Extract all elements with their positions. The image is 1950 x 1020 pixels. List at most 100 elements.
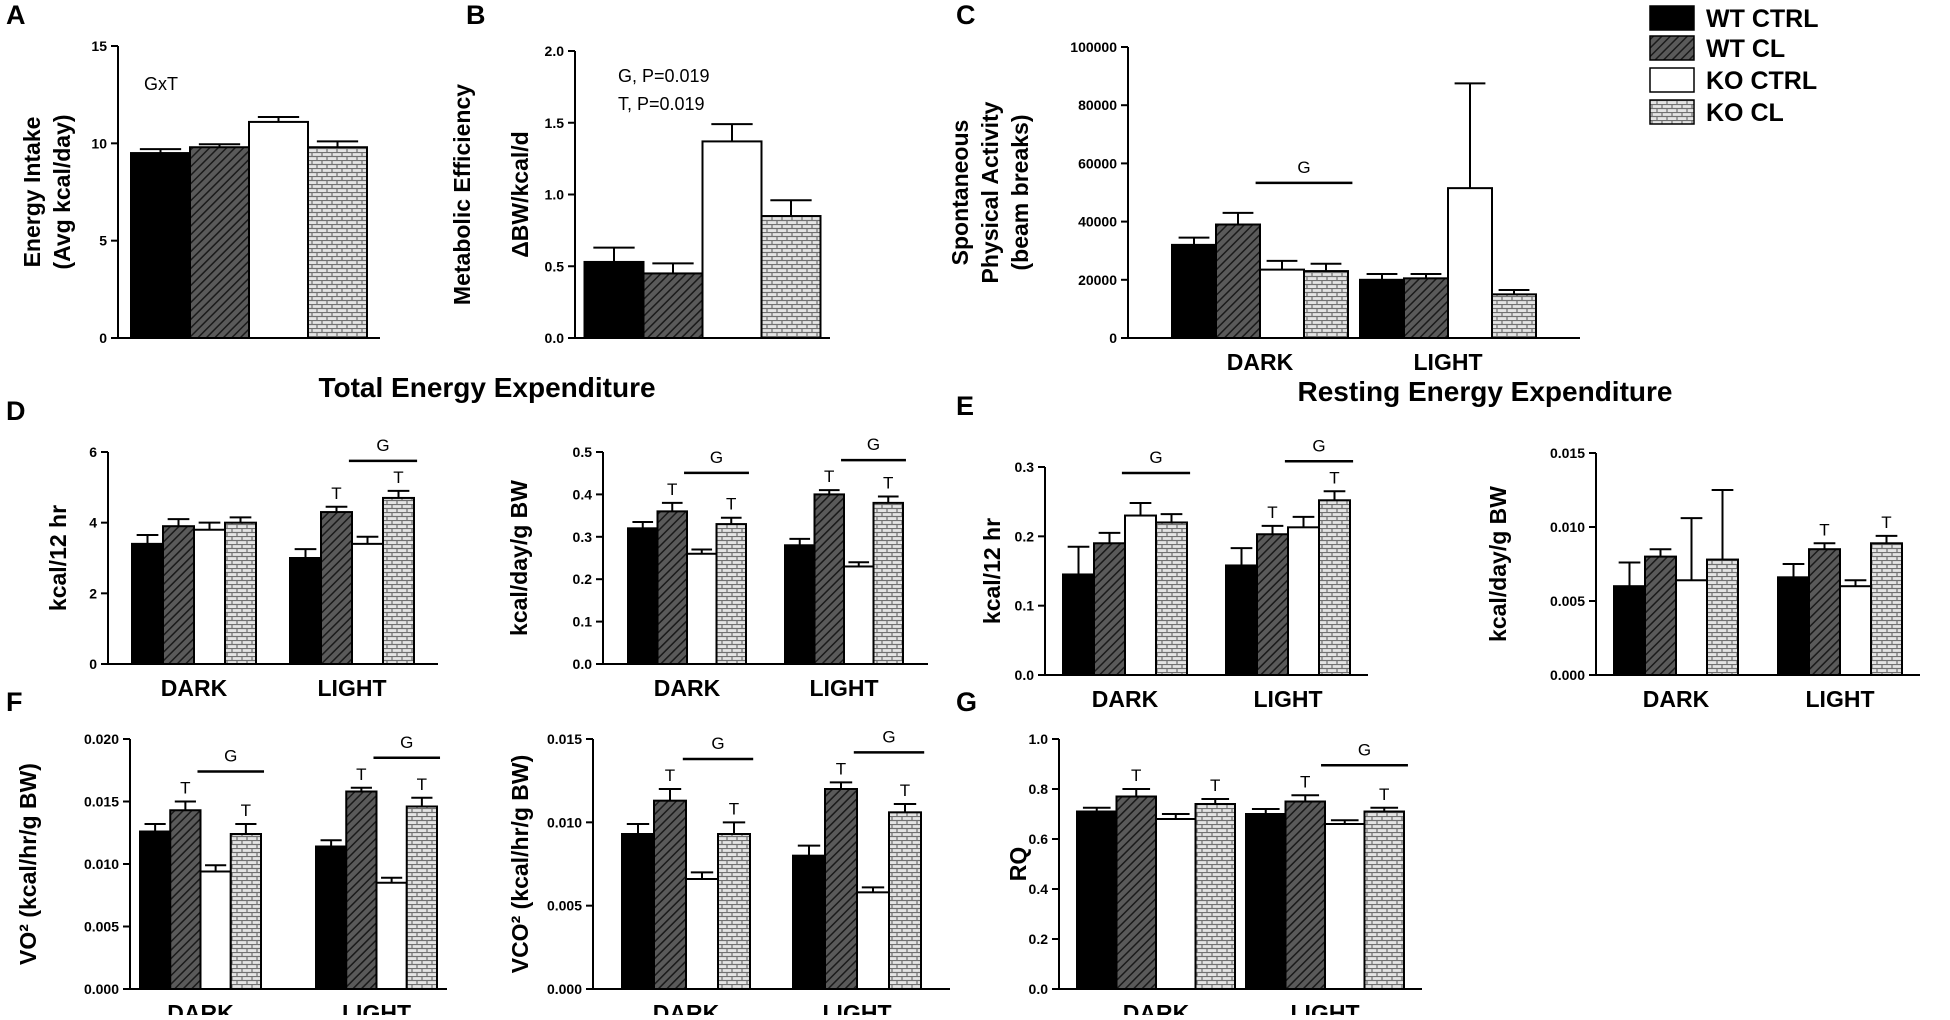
bar-d2-ko-ctrl bbox=[686, 552, 718, 666]
x-category-label-f2: DARK bbox=[653, 1000, 720, 1015]
panel-letter-a: A bbox=[6, 0, 26, 30]
y-tick-label-b: 2.0 bbox=[545, 43, 565, 59]
panel-letter-g: G bbox=[956, 687, 977, 717]
x-category-label-d1: LIGHT bbox=[318, 675, 387, 701]
sig-t-f1: T bbox=[417, 775, 427, 794]
x-category-label-g: LIGHT bbox=[1291, 1000, 1360, 1015]
y-tick-label-d2: 0.3 bbox=[573, 529, 593, 545]
bar-a-wt-cl bbox=[189, 146, 250, 339]
legend: WT CTRL WT CL KO CTRL KO CL bbox=[1649, 5, 1818, 127]
sig-t-g: T bbox=[1300, 772, 1310, 791]
bar-d2-ko-cl bbox=[715, 523, 747, 666]
y-tick-label-e1: 0.1 bbox=[1015, 598, 1035, 614]
y-tick-label-b: 0.0 bbox=[545, 330, 565, 346]
bar-d1-wt-cl bbox=[162, 525, 195, 666]
legend-label-wt-ctrl: WT CTRL bbox=[1706, 5, 1818, 33]
bar-e2-wt-cl bbox=[1808, 548, 1841, 677]
bar-e2-ko-ctrl bbox=[1839, 585, 1872, 677]
bar-g-wt-ctrl bbox=[1076, 810, 1118, 990]
y-tick-label-d1: 2 bbox=[89, 585, 97, 601]
x-category-label-c: DARK bbox=[1227, 349, 1294, 375]
y-tick-label-g: 0.6 bbox=[1029, 831, 1049, 847]
y-axis-label-e1: kcal/12 hr bbox=[979, 518, 1005, 624]
bar-e1-wt-ctrl bbox=[1225, 564, 1258, 676]
bar-f2-wt-ctrl bbox=[621, 833, 655, 990]
bar-e2-ko-cl bbox=[1870, 542, 1903, 677]
y-tick-label-c: 80000 bbox=[1078, 97, 1117, 113]
y-tick-label-c: 60000 bbox=[1078, 155, 1117, 171]
sig-g-g: G bbox=[1358, 740, 1371, 759]
y-tick-label-e2: 0.010 bbox=[1550, 519, 1585, 535]
y-tick-label-d1: 6 bbox=[89, 444, 97, 460]
sig-g-c: G bbox=[1297, 158, 1310, 177]
bar-b-ko-ctrl bbox=[701, 140, 763, 339]
bar-f1-ko-cl bbox=[405, 805, 438, 990]
y-tick-label-b: 1.5 bbox=[545, 115, 565, 131]
bar-d2-wt-cl bbox=[813, 493, 845, 665]
bar-f2-ko-cl bbox=[888, 811, 922, 990]
sig-t-f1: T bbox=[241, 801, 251, 820]
annotation-b: T, P=0.019 bbox=[618, 94, 705, 114]
bar-e2-wt-cl bbox=[1644, 555, 1677, 676]
y-tick-label-b: 1.0 bbox=[545, 187, 565, 203]
y-axis-label-a: (Avg kcal/day) bbox=[49, 114, 75, 269]
bar-e2-wt-ctrl bbox=[1777, 576, 1810, 677]
x-category-label-e2: LIGHT bbox=[1806, 686, 1875, 712]
y-tick-label-f2: 0.015 bbox=[547, 731, 582, 747]
y-tick-label-c: 0 bbox=[1109, 330, 1117, 346]
x-category-label-d2: DARK bbox=[654, 675, 721, 701]
bar-d2-ko-cl bbox=[872, 501, 904, 665]
bar-a-ko-ctrl bbox=[248, 120, 309, 339]
panel-letter-c: C bbox=[956, 0, 976, 30]
bar-e1-ko-cl bbox=[1318, 499, 1351, 676]
sig-t-f2: T bbox=[729, 799, 739, 818]
sig-t-e1: T bbox=[1267, 503, 1277, 522]
bar-e2-ko-cl bbox=[1706, 558, 1739, 676]
sig-g-f2: G bbox=[711, 734, 724, 753]
legend-swatch-ko-ctrl bbox=[1649, 67, 1695, 93]
y-tick-label-c: 40000 bbox=[1078, 214, 1117, 230]
y-tick-label-a: 15 bbox=[91, 38, 107, 54]
sig-g-e1: G bbox=[1312, 436, 1325, 455]
sig-t-d1: T bbox=[393, 468, 403, 487]
panel-letter-d1: D bbox=[6, 396, 26, 426]
x-category-label-e1: DARK bbox=[1092, 686, 1159, 712]
bar-c-ko-ctrl bbox=[1447, 187, 1493, 339]
panel-letter-f1: F bbox=[6, 687, 23, 717]
total-ee-title: Total Energy Expenditure bbox=[318, 372, 655, 403]
bar-f2-wt-cl bbox=[824, 788, 858, 990]
bar-g-ko-ctrl bbox=[1324, 823, 1366, 990]
legend-label-ko-ctrl: KO CTRL bbox=[1706, 67, 1817, 95]
x-category-label-g: DARK bbox=[1123, 1000, 1190, 1015]
sig-g-f1: G bbox=[224, 747, 237, 766]
sig-t-d1: T bbox=[331, 484, 341, 503]
x-category-label-f2: LIGHT bbox=[823, 1000, 892, 1015]
y-tick-label-g: 0.4 bbox=[1029, 881, 1049, 897]
sig-t-f2: T bbox=[836, 759, 846, 778]
bar-d1-ko-cl bbox=[382, 496, 415, 665]
bar-e2-ko-ctrl bbox=[1675, 579, 1708, 677]
legend-label-ko-cl: KO CL bbox=[1706, 99, 1784, 127]
bar-d1-wt-cl bbox=[320, 511, 353, 665]
y-tick-label-c: 20000 bbox=[1078, 272, 1117, 288]
bar-b-wt-ctrl bbox=[583, 260, 645, 340]
sig-t-f1: T bbox=[356, 765, 366, 784]
bar-g-ko-cl bbox=[1363, 810, 1405, 990]
legend-swatch-wt-ctrl bbox=[1649, 5, 1695, 31]
bar-a-ko-cl bbox=[307, 146, 368, 339]
y-axis-label-b: Metabolic Efficiency bbox=[449, 84, 475, 305]
bar-c-wt-ctrl bbox=[1171, 243, 1217, 340]
y-tick-label-d2: 0.1 bbox=[573, 614, 593, 630]
y-tick-label-f2: 0.005 bbox=[547, 898, 582, 914]
y-axis-label-b: ΔBW/kcal/d bbox=[507, 131, 533, 257]
y-tick-label-e2: 0.005 bbox=[1550, 593, 1585, 609]
y-tick-label-e1: 0.3 bbox=[1015, 459, 1035, 475]
bar-c-ko-cl bbox=[1303, 270, 1349, 340]
sig-t-e2: T bbox=[1819, 520, 1829, 539]
bar-f1-ko-cl bbox=[229, 833, 262, 990]
bar-f1-wt-ctrl bbox=[139, 830, 172, 990]
y-tick-label-f1: 0.010 bbox=[84, 856, 119, 872]
sig-g-d2: G bbox=[710, 448, 723, 467]
y-tick-label-f1: 0.000 bbox=[84, 981, 119, 997]
sig-g-e1: G bbox=[1149, 448, 1162, 467]
